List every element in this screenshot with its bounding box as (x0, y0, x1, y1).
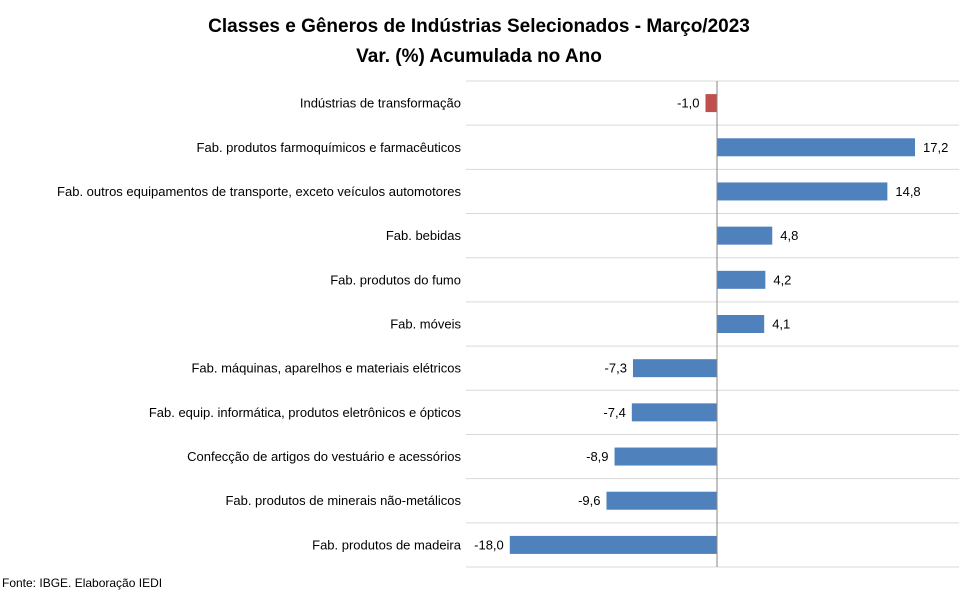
bar (606, 491, 717, 510)
data-label: -18,0 (474, 537, 504, 552)
data-label: -7,3 (605, 361, 627, 376)
bars (509, 94, 915, 554)
category-label: Fab. bebidas (386, 228, 462, 243)
category-label: Fab. produtos farmoquímicos e farmacêuti… (197, 140, 462, 155)
data-label: 17,2 (923, 140, 948, 155)
data-label: -1,0 (677, 96, 699, 111)
data-label: 4,1 (772, 317, 790, 332)
category-label: Fab. produtos de madeira (312, 537, 462, 552)
data-labels: -1,0 17,2 14,8 4,8 4,2 4,1 -7,3 -7,4 -8,9 -9,6 -18… (474, 96, 948, 553)
category-label: Confecção de artigos do vestuário e aces… (187, 449, 461, 464)
data-label: -7,4 (603, 405, 625, 420)
data-label: 4,8 (780, 228, 798, 243)
category-label: Fab. produtos de minerais não-metálicos (225, 493, 461, 508)
bar (717, 270, 766, 289)
chart-subtitle: Var. (%) Acumulada no Ano (356, 46, 602, 67)
data-label: 14,8 (895, 184, 920, 199)
category-label: Fab. produtos do fumo (330, 272, 461, 287)
chart-title: Classes e Gêneros de Indústrias Selecion… (208, 16, 750, 37)
bar (705, 94, 717, 113)
data-label: -9,6 (578, 493, 600, 508)
bar (614, 447, 717, 466)
category-labels: Indústrias de transformação Fab. produtos… (57, 96, 462, 553)
bar (717, 138, 915, 157)
category-label: Fab. outros equipamentos de transporte, … (57, 184, 461, 199)
bar (717, 226, 773, 245)
data-label: -8,9 (586, 449, 608, 464)
bar (631, 403, 717, 422)
category-label: Fab. máquinas, aparelhos e materiais elé… (191, 361, 461, 376)
bar (509, 535, 717, 554)
category-label: Fab. equip. informática, produtos eletrô… (149, 405, 462, 420)
bar (717, 182, 888, 201)
bar (632, 359, 717, 378)
data-label: 4,2 (773, 272, 791, 287)
bar (717, 315, 765, 333)
gridlines (466, 80, 959, 568)
category-label: Fab. móveis (390, 317, 461, 332)
category-label: Indústrias de transformação (300, 96, 461, 111)
source-note: Fonte: IBGE. Elaboração IEDI (2, 576, 162, 590)
